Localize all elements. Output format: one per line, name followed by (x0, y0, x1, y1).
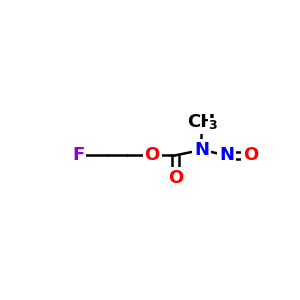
Text: O: O (145, 146, 160, 164)
Text: F: F (72, 146, 84, 164)
Text: N: N (194, 141, 209, 159)
Text: O: O (243, 146, 258, 164)
Text: O: O (168, 169, 183, 188)
Text: CH: CH (188, 113, 216, 131)
Text: N: N (219, 146, 234, 164)
Text: 3: 3 (208, 119, 217, 132)
